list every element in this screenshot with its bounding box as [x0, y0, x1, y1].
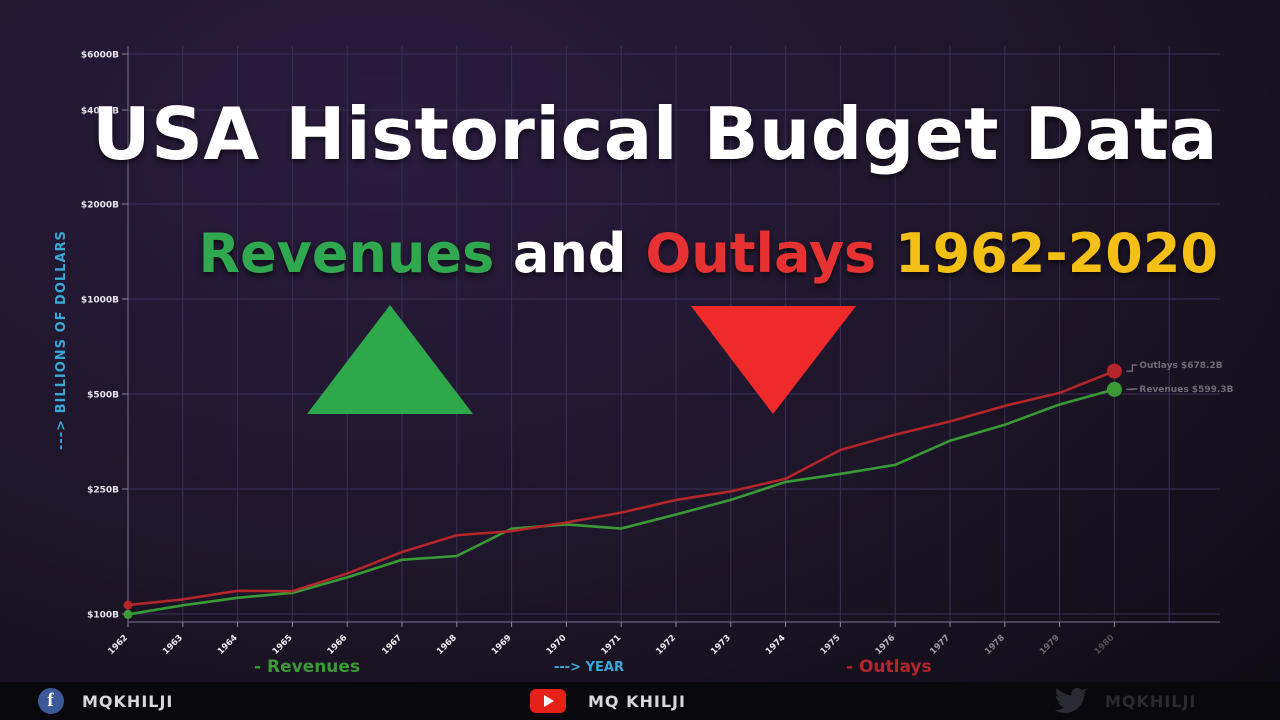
video-subtitle: Revenues and Outlays 1962-2020 [199, 222, 1218, 285]
legend-outlays: - Outlays [846, 657, 932, 677]
series-line-revenues [126, 388, 1116, 616]
x-tick-label: 1974 [764, 633, 788, 657]
end-dot-outlays [1106, 363, 1122, 379]
subtitle-outlays-word: Outlays [645, 222, 877, 285]
x-tick-label: 1964 [216, 633, 240, 657]
y-tick-label: $250B [87, 486, 119, 496]
youtube-icon [530, 689, 566, 713]
y-tick-label: $100B [87, 611, 119, 621]
facebook-handle: MQKHILJI [82, 691, 174, 711]
x-tick-label: 1975 [819, 633, 843, 657]
twitter-link[interactable]: MQKHILJI [1055, 688, 1196, 714]
facebook-icon: f [38, 688, 64, 714]
youtube-channel-name: MQ KHILJI [588, 691, 686, 711]
down-arrow-triangle [691, 306, 856, 414]
x-tick-label: 1968 [435, 633, 459, 657]
x-tick-label: 1963 [161, 633, 185, 657]
series-end-markers: Revenues $599.3B Outlays $678.2B [123, 361, 1234, 619]
y-tick-label: $6000B [81, 51, 119, 61]
x-axis-title: ---> YEAR [554, 660, 624, 675]
x-tick-label: 1976 [874, 633, 898, 657]
y-tick-label: $1000B [81, 296, 119, 306]
up-arrow-triangle [307, 305, 473, 414]
y-tick-label: $4000B [81, 107, 119, 117]
y-axis-title: ---> BILLIONS OF DOLLARS [54, 230, 69, 450]
end-dot-revenues [1106, 381, 1122, 397]
subtitle-revenues-word: Revenues [198, 222, 495, 285]
youtube-link[interactable]: MQ KHILJI [530, 688, 686, 714]
video-title: USA Historical Budget Data [92, 92, 1218, 176]
x-axis-ticks: 1962 1963 1964 1965 1966 1967 1968 1969 1970 1971… [106, 622, 1117, 657]
x-tick-label: 1972 [654, 633, 678, 657]
twitter-handle: MQKHILJI [1105, 691, 1197, 711]
series-line-outlays [126, 369, 1116, 607]
x-tick-label: 1965 [271, 633, 295, 657]
start-dot-outlays [123, 600, 133, 610]
end-label-outlays: Outlays $678.2B [1139, 361, 1222, 371]
subtitle-year-range: 1962-2020 [895, 222, 1218, 285]
x-tick-label: 1969 [490, 633, 514, 657]
x-tick-label: 1977 [928, 633, 952, 657]
series-lines [126, 369, 1116, 616]
x-tick-label: 1967 [380, 633, 404, 657]
social-footer: f MQKHILJI MQ KHILJI MQKHILJI [0, 682, 1280, 720]
x-tick-label: 1971 [600, 633, 624, 657]
subtitle-and-word: and [513, 222, 627, 285]
y-tick-label: $500B [87, 391, 119, 401]
x-tick-label: 1973 [709, 633, 733, 657]
start-dot-revenues [123, 609, 133, 619]
x-tick-label: 1970 [545, 633, 569, 657]
x-tick-label: 1966 [326, 633, 350, 657]
end-label-connector [1126, 364, 1138, 372]
twitter-icon [1055, 688, 1088, 713]
legend-revenues: - Revenues [254, 657, 361, 677]
y-axis-ticks: $100B $250B $500B $1000B $2000B $4000B $6000B [81, 51, 128, 621]
end-label-revenues: Revenues $599.3B [1139, 385, 1233, 395]
facebook-link[interactable]: f MQKHILJI [38, 688, 173, 714]
x-tick-label: 1979 [1038, 633, 1062, 657]
y-tick-label: $2000B [81, 201, 119, 211]
x-tick-label: 1980 [1093, 633, 1117, 657]
x-tick-label: 1962 [106, 633, 130, 657]
x-tick-label: 1978 [983, 633, 1007, 657]
